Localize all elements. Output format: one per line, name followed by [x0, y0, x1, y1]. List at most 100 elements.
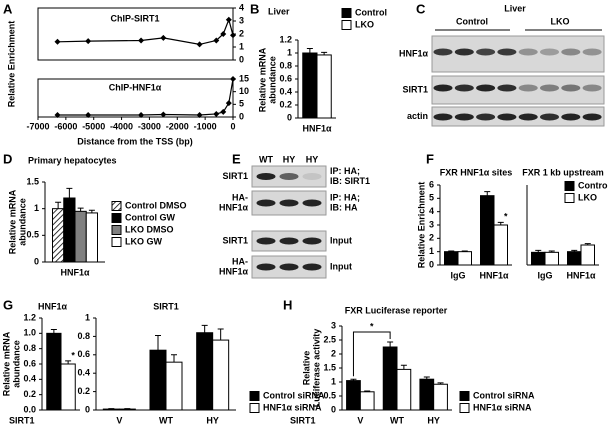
marker	[160, 111, 167, 118]
x-tick-label: HY	[427, 415, 440, 425]
y-tick-label: 0	[85, 404, 90, 414]
blot-band	[302, 263, 322, 271]
legend-label: Control	[578, 180, 608, 190]
blot-row-label: SIRT1	[222, 171, 248, 181]
chart-title: ChIP-HNF1α	[109, 82, 162, 92]
line	[57, 17, 234, 46]
error-bar	[155, 334, 161, 351]
chart-title: FXR 1 kb upstream	[522, 167, 604, 177]
blot-band	[497, 84, 517, 92]
bar	[165, 361, 183, 411]
legend-label: LKO DMSO	[125, 224, 174, 234]
x-tick-label: IgG	[451, 270, 466, 280]
x-tick-label: WT	[159, 415, 173, 425]
marker	[196, 111, 203, 118]
y-tick-label: 0.8	[77, 331, 90, 341]
x-tick-label: HNF1α	[302, 123, 332, 133]
blot-band	[582, 84, 602, 92]
error-bar	[497, 221, 504, 225]
panel-letter: D	[3, 151, 12, 166]
blot-band	[540, 84, 559, 92]
marker	[160, 34, 167, 41]
blot-band	[497, 48, 517, 56]
legend-swatch	[111, 237, 122, 247]
legend-label: Control GW	[125, 212, 175, 222]
error-bar	[437, 382, 444, 385]
bar	[52, 208, 65, 263]
blot-row-label: HNF1α	[399, 48, 429, 58]
bar	[118, 408, 136, 411]
y-tick-label: 0.2	[279, 99, 292, 109]
legend-label: Control	[355, 7, 387, 17]
y-tick-label: 10	[239, 86, 249, 96]
y-tick-label: 0.4	[77, 368, 90, 378]
annotation: *	[504, 212, 508, 222]
legend-swatch	[459, 391, 470, 401]
blot-band	[518, 48, 538, 56]
legend-swatch	[111, 225, 122, 235]
blot-band	[433, 48, 453, 56]
legend-label: LKO GW	[125, 236, 162, 246]
blot-note: IP: HA;	[330, 192, 360, 202]
error-bar	[77, 207, 84, 212]
blot-note: IB: SIRT1	[330, 176, 370, 186]
x-tick-label: -7000	[26, 121, 49, 131]
legend-swatch	[459, 403, 470, 413]
x-tick-label: HNF1α	[60, 267, 90, 277]
x-tick-label: V	[116, 415, 122, 425]
blot-note: Input	[330, 261, 352, 271]
chart-title: ChIP-SIRT1	[110, 13, 159, 23]
x-axis-label: Distance from the TSS (bp)	[77, 136, 193, 146]
annotation: *	[370, 321, 374, 331]
bar	[580, 244, 595, 266]
error-bar	[55, 201, 62, 209]
x-tick-label: -2000	[166, 121, 189, 131]
y-axis-label: Relative	[301, 351, 311, 386]
bar	[382, 346, 398, 411]
blot-band	[561, 113, 581, 121]
bar	[212, 339, 230, 411]
y-tick-label: 0	[239, 54, 244, 64]
x-tick-label: HY	[206, 415, 219, 425]
error-bar	[350, 378, 357, 381]
lane-label: WT	[259, 154, 273, 164]
blot-row-label: HA-	[232, 192, 248, 202]
blot-note: IP: HA;	[330, 166, 360, 176]
bar	[149, 349, 167, 411]
x-axis-label: SIRT1	[9, 415, 35, 425]
error-bar	[584, 243, 591, 245]
marker	[213, 110, 220, 117]
y-tick-label: 0.5	[26, 230, 39, 240]
blot-band	[561, 84, 581, 92]
panel-letter: E	[232, 151, 241, 166]
error-bar	[387, 341, 394, 347]
blot-band	[279, 199, 299, 207]
legend-label: HNF1α siRNA	[473, 402, 532, 412]
y-tick-label: 0	[287, 112, 292, 122]
marker	[85, 111, 92, 118]
x-tick-label: -4000	[110, 121, 133, 131]
y-axis-label: abundance	[17, 198, 27, 246]
blot-strip	[431, 106, 605, 127]
bar	[85, 212, 98, 263]
y-tick-label: 1	[331, 376, 336, 386]
blot-band	[302, 237, 322, 245]
blot-band	[497, 113, 517, 121]
y-axis-label: Relative mRNA	[257, 47, 267, 112]
x-axis-label: SIRT1	[290, 415, 316, 425]
y-tick-label: 0.4	[279, 86, 292, 96]
blot-band	[476, 48, 496, 56]
bar	[493, 224, 508, 266]
blot-row-label: HNF1α	[219, 202, 249, 212]
blot-band	[454, 84, 474, 92]
y-axis-label: Luciferase activity	[311, 329, 321, 408]
y-tick-label: 1	[239, 41, 244, 51]
y-axis-label: Relative mRNA	[1, 331, 11, 396]
bar	[74, 210, 87, 263]
y-tick-label: 3	[429, 219, 434, 229]
y-tick-label: 0.6	[77, 349, 90, 359]
y-tick-label: 0	[331, 404, 336, 414]
error-bar	[400, 364, 407, 370]
blot-band	[433, 84, 453, 92]
bar	[60, 363, 76, 411]
